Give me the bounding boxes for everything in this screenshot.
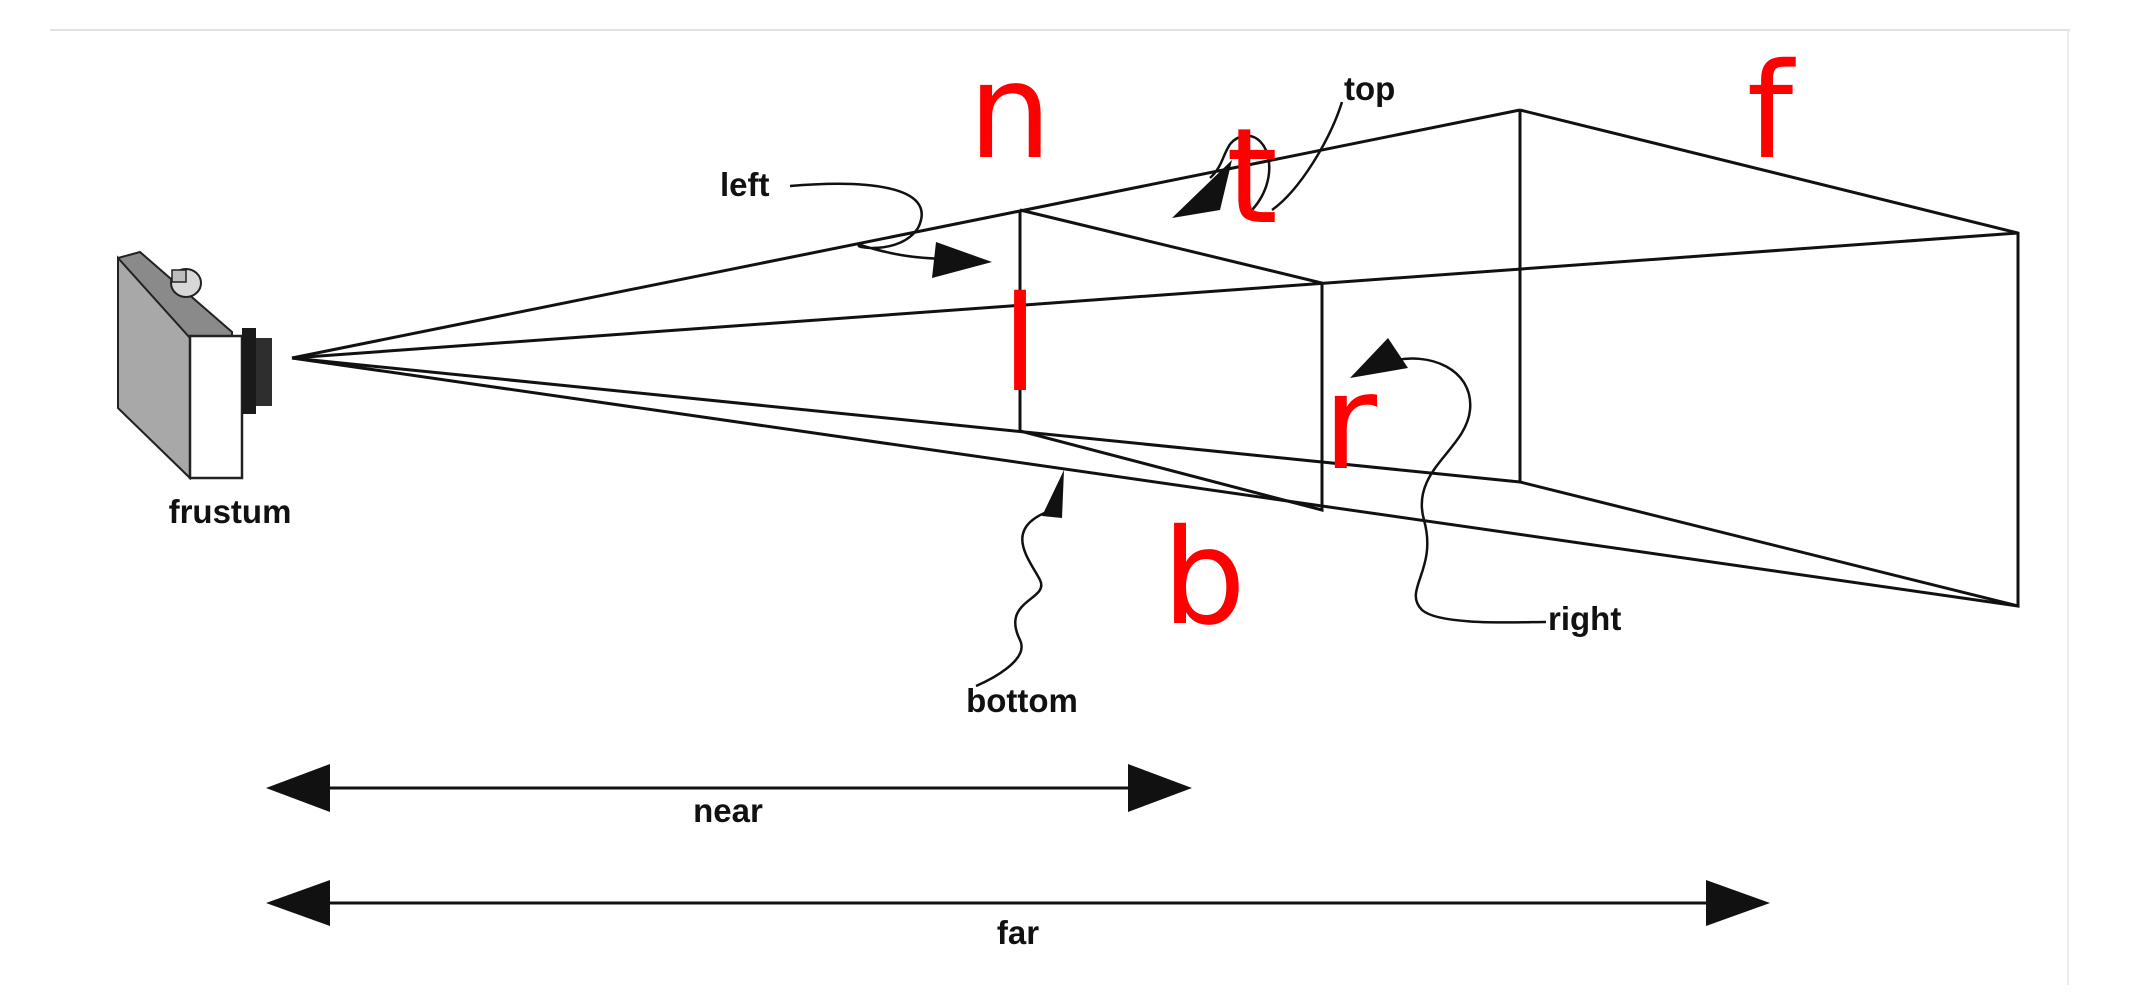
frustum-top-right-edge bbox=[291, 231, 2019, 360]
left-label: left bbox=[720, 166, 770, 203]
far-label: far bbox=[997, 914, 1039, 951]
red-letter-f: f bbox=[1747, 35, 1796, 189]
bottom-label: bottom bbox=[966, 682, 1078, 719]
red-letter-t: t bbox=[1226, 100, 1278, 254]
frustum-caption: frustum bbox=[169, 493, 292, 530]
right-label: right bbox=[1548, 600, 1621, 637]
camera-icon bbox=[117, 250, 272, 481]
near-plane bbox=[1018, 208, 1324, 512]
frustum-bottom-right-edge bbox=[291, 356, 2019, 608]
red-letter-r: r bbox=[1323, 346, 1378, 500]
far-dimension-arrow bbox=[266, 880, 1770, 926]
right-callout: right bbox=[1350, 338, 1621, 637]
red-letter-n: n bbox=[968, 35, 1052, 189]
near-dimension-arrow bbox=[266, 764, 1192, 812]
frustum-top-left-edge bbox=[291, 108, 1521, 360]
top-label: top bbox=[1344, 70, 1395, 107]
frustum-edges bbox=[291, 108, 2019, 608]
top-callout: top bbox=[1172, 70, 1395, 218]
near-label: near bbox=[693, 792, 763, 829]
frustum-bottom-left-edge bbox=[291, 356, 1521, 484]
red-letter-b: b bbox=[1162, 501, 1246, 655]
red-letter-l: l bbox=[1002, 268, 1039, 422]
bottom-callout: bottom bbox=[966, 470, 1078, 719]
far-plane bbox=[1518, 108, 2020, 608]
left-callout: left bbox=[720, 166, 992, 278]
